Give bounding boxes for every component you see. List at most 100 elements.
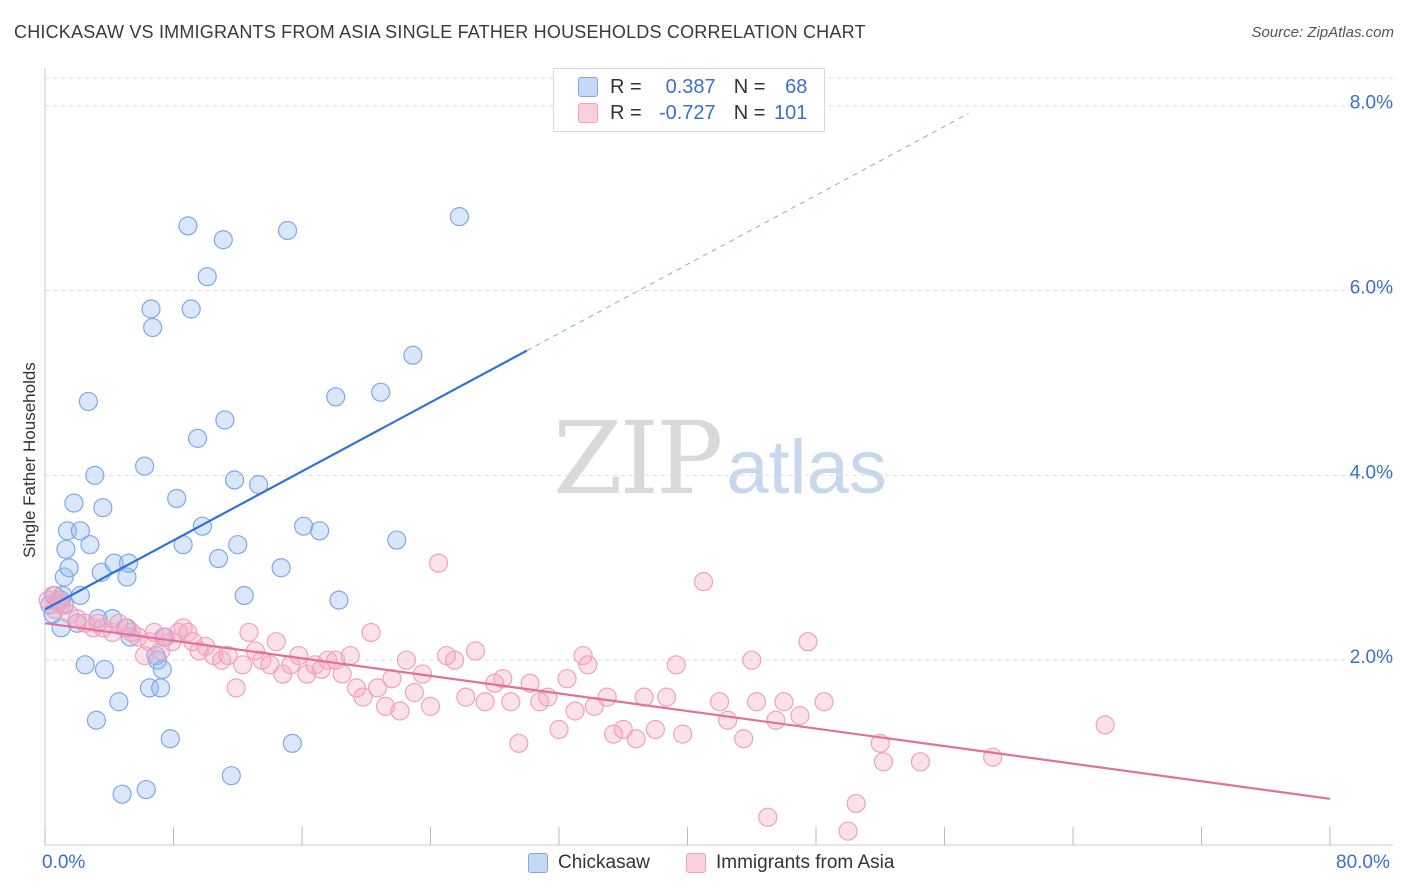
chickasaw-point — [78, 391, 98, 412]
chickasaw-point — [213, 230, 233, 250]
chickasaw-point — [64, 493, 84, 513]
legend-n-value: 68 — [785, 75, 808, 98]
immigrants-asia-point — [404, 682, 425, 703]
chickasaw-point — [403, 345, 423, 365]
immigrants-asia-point — [232, 655, 253, 675]
y-tick-label: 8.0% — [1350, 93, 1393, 114]
series-legend-chickasaw: Chickasaw — [528, 852, 650, 874]
legend-swatch-pink — [578, 103, 598, 123]
chickasaw-point — [75, 655, 95, 675]
immigrants-asia-point — [549, 719, 569, 740]
watermark-zip: ZIP — [553, 400, 723, 517]
immigrants-asia-point — [645, 719, 665, 740]
immigrants-asia-point — [396, 650, 417, 670]
legend-n-value: 101 — [774, 101, 808, 124]
immigrants-asia-point — [573, 645, 593, 666]
chickasaw-point — [277, 220, 298, 241]
immigrants-asia-point — [814, 692, 834, 712]
correlation-legend: R = 0.387 N = 68 R = -0.727 N = 101 — [553, 68, 825, 132]
immigrants-asia-point — [790, 706, 810, 726]
chickasaw-point — [80, 535, 100, 555]
chickasaw-point — [221, 766, 241, 786]
chickasaw-point — [112, 784, 132, 804]
chickasaw-point — [88, 608, 108, 629]
immigrants-asia-point — [597, 687, 617, 707]
immigrants-asia-point — [718, 710, 738, 730]
watermark-atlas: atlas — [726, 425, 887, 510]
chickasaw-point — [86, 710, 107, 730]
chickasaw-point — [94, 659, 115, 680]
x-tick-label-min: 0.0% — [42, 852, 86, 873]
immigrants-asia-point — [260, 655, 280, 675]
legend-n-label: N = — [733, 101, 766, 124]
immigrants-asia-point — [673, 724, 693, 744]
immigrants-asia-point — [578, 655, 598, 675]
series-legend-label: Immigrants from Asia — [716, 852, 895, 873]
immigrants-asia-point — [289, 645, 309, 666]
immigrants-asia-point — [742, 650, 762, 670]
immigrants-asia-point — [375, 696, 396, 716]
chickasaw-point — [294, 516, 314, 536]
x-tick-label-max: 80.0% — [1336, 852, 1390, 873]
immigrants-asia-point — [758, 807, 778, 827]
chickasaw-trend-extension — [526, 112, 969, 352]
immigrants-asia-point — [910, 752, 931, 772]
legend-row-immigrants-asia: R = -0.727 N = 101 — [578, 101, 807, 125]
chickasaw-point — [167, 488, 187, 509]
chickasaw-point — [141, 299, 161, 319]
chickasaw-point — [326, 387, 346, 407]
immigrants-asia-point — [565, 701, 585, 721]
immigrants-asia-point — [390, 701, 410, 721]
chickasaw-point — [151, 678, 171, 698]
legend-swatch-pink — [686, 853, 706, 873]
legend-swatch-blue — [528, 853, 548, 873]
chickasaw-point — [56, 539, 76, 559]
chickasaw-point — [59, 558, 79, 578]
series-legend: Chickasaw Immigrants from Asia — [0, 852, 1406, 878]
immigrants-asia-point — [666, 655, 686, 675]
immigrants-asia-point — [798, 632, 818, 652]
immigrants-asia-point — [465, 641, 486, 661]
legend-r-value: 0.387 — [665, 75, 716, 98]
chickasaw-point — [178, 216, 198, 236]
y-tick-label: 6.0% — [1350, 278, 1393, 299]
chickasaw-point — [136, 779, 156, 800]
immigrants-asia-point — [475, 692, 495, 712]
legend-r-label: R = — [610, 75, 642, 98]
series-legend-label: Chickasaw — [558, 852, 650, 873]
immigrants-asia-point — [428, 553, 449, 573]
source-label: Source: ZipAtlas.com — [1251, 24, 1394, 41]
legend-r-value: -0.727 — [658, 101, 716, 124]
legend-n-label: N = — [733, 75, 766, 98]
chickasaw-trend-line — [44, 349, 528, 611]
immigrants-asia-point — [332, 664, 352, 684]
immigrants-asia-point — [367, 678, 388, 698]
legend-r-label: R = — [610, 101, 642, 124]
chickasaw-point — [85, 465, 105, 485]
chickasaw-point — [187, 428, 208, 448]
y-tick-label: 2.0% — [1350, 647, 1393, 668]
chickasaw-point — [109, 692, 129, 712]
immigrants-asia-point — [340, 645, 360, 666]
chickasaw-point — [449, 207, 470, 227]
y-tick-label: 4.0% — [1350, 462, 1393, 483]
chickasaw-point — [208, 548, 229, 569]
immigrants-asia-point — [361, 622, 381, 643]
chickasaw-point — [197, 267, 217, 287]
legend-row-chickasaw: R = 0.387 N = 68 — [578, 75, 807, 99]
chickasaw-point — [371, 382, 391, 402]
chickasaw-point — [93, 498, 113, 518]
chickasaw-point — [224, 470, 245, 490]
chickasaw-point — [282, 733, 302, 753]
immigrants-asia-trend-line — [44, 622, 1331, 800]
immigrants-asia-point — [873, 752, 894, 772]
immigrants-asia-point — [626, 729, 646, 749]
series-legend-immigrants-asia: Immigrants from Asia — [686, 852, 894, 874]
immigrants-asia-point — [266, 632, 286, 652]
chickasaw-point — [181, 299, 201, 319]
immigrants-asia-point — [444, 650, 465, 670]
immigrants-asia-point — [353, 687, 373, 707]
immigrants-asia-point — [693, 572, 714, 592]
chickasaw-point — [54, 567, 74, 587]
